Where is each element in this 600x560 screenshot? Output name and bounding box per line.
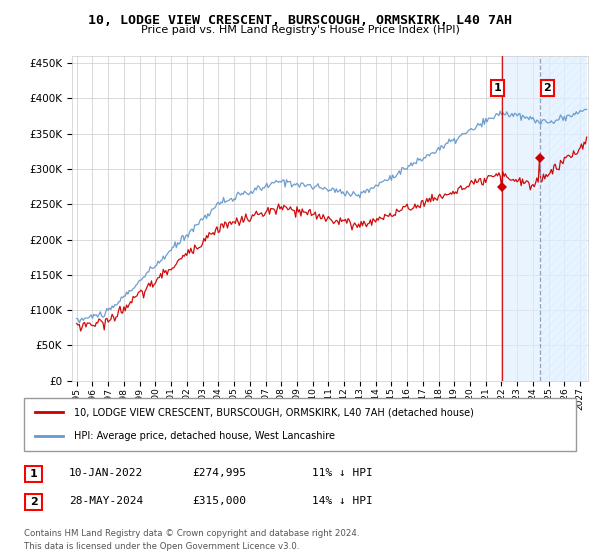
Text: 10-JAN-2022: 10-JAN-2022: [69, 468, 143, 478]
Text: This data is licensed under the Open Government Licence v3.0.: This data is licensed under the Open Gov…: [24, 542, 299, 550]
Text: £315,000: £315,000: [192, 496, 246, 506]
Text: 2: 2: [30, 497, 37, 507]
Text: 10, LODGE VIEW CRESCENT, BURSCOUGH, ORMSKIRK, L40 7AH: 10, LODGE VIEW CRESCENT, BURSCOUGH, ORMS…: [88, 14, 512, 27]
Text: 1: 1: [30, 469, 37, 479]
Text: Contains HM Land Registry data © Crown copyright and database right 2024.: Contains HM Land Registry data © Crown c…: [24, 529, 359, 538]
Text: 10, LODGE VIEW CRESCENT, BURSCOUGH, ORMSKIRK, L40 7AH (detached house): 10, LODGE VIEW CRESCENT, BURSCOUGH, ORMS…: [74, 408, 473, 418]
FancyBboxPatch shape: [25, 466, 42, 482]
Text: Price paid vs. HM Land Registry's House Price Index (HPI): Price paid vs. HM Land Registry's House …: [140, 25, 460, 35]
Text: HPI: Average price, detached house, West Lancashire: HPI: Average price, detached house, West…: [74, 431, 335, 441]
Text: 2: 2: [544, 83, 551, 93]
Text: 28-MAY-2024: 28-MAY-2024: [69, 496, 143, 506]
Text: 1: 1: [493, 83, 501, 93]
FancyBboxPatch shape: [24, 398, 576, 451]
Text: £274,995: £274,995: [192, 468, 246, 478]
FancyBboxPatch shape: [25, 494, 42, 510]
Text: 11% ↓ HPI: 11% ↓ HPI: [312, 468, 373, 478]
Text: 14% ↓ HPI: 14% ↓ HPI: [312, 496, 373, 506]
